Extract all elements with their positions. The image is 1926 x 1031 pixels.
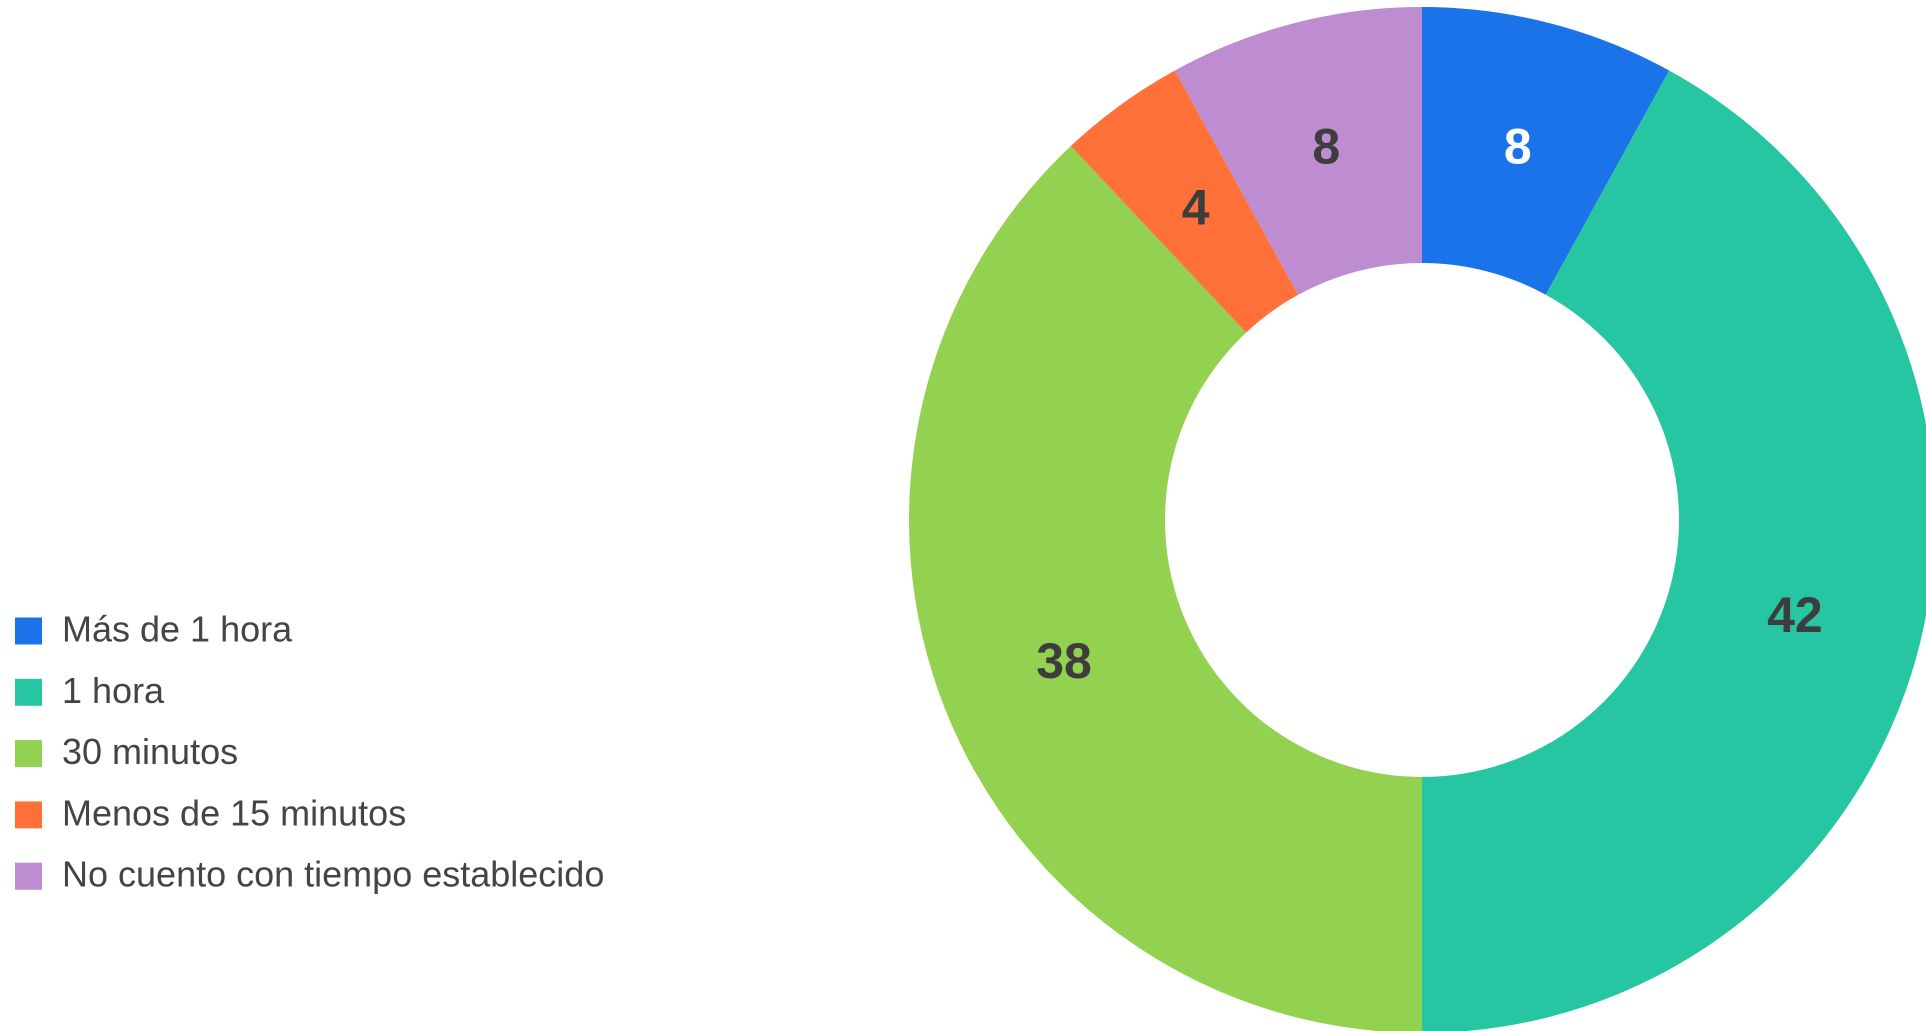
legend-label: Más de 1 hora [62,609,293,650]
legend-label: 30 minutos [62,731,238,772]
slice [1070,70,1299,333]
value-labels: 8 42 38 4 8 [1036,118,1822,689]
legend-swatch [15,801,42,829]
slice [1174,7,1422,295]
legend-swatch [15,617,42,645]
donut [909,7,1926,1031]
slice [909,146,1422,1031]
legend-swatch [15,678,42,706]
value-label: 38 [1036,633,1092,689]
value-label: 8 [1312,118,1340,174]
value-label: 4 [1182,180,1210,236]
value-label: 8 [1504,118,1532,174]
value-label: 42 [1767,587,1823,643]
legend: Más de 1 hora 1 hora 30 minutos Menos de 15… [15,609,604,895]
legend-swatch [15,740,42,768]
slice [1422,70,1926,1031]
legend-label: 1 hora [62,670,165,711]
legend-label: Menos de 15 minutos [62,792,406,833]
legend-label: No cuento con tiempo establecido [62,854,604,895]
legend-swatch [15,862,42,890]
slice [1422,7,1670,295]
